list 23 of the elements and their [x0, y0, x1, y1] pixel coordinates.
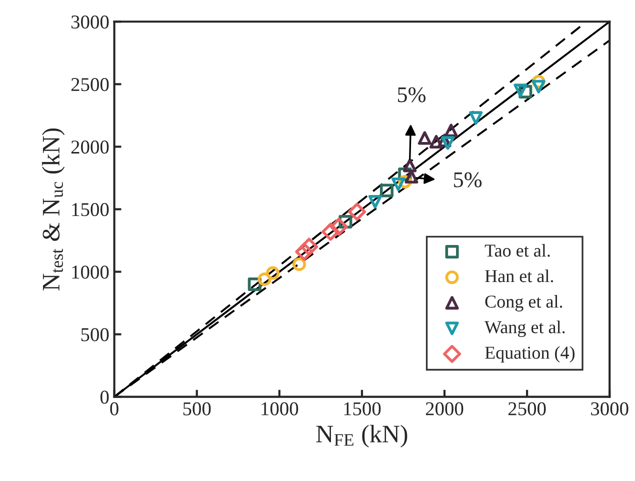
y-tick-label: 2000 [71, 140, 109, 154]
legend-label: Tao et al. [484, 244, 550, 257]
x-axis-title: N$_{FE}$ (kN) [316, 424, 408, 448]
x-tick-label: 1000 [262, 402, 298, 416]
legend-label: Han et al. [485, 270, 554, 282]
y-tick-label: 0 [100, 390, 109, 404]
y-tick-label: 1000 [72, 266, 109, 279]
x-tick-label: 0 [110, 402, 118, 416]
y-tick-label: 3000 [71, 15, 109, 29]
y-tick-label: 1500 [72, 203, 109, 216]
annotation: 5% [398, 87, 426, 102]
legend-label: Cong et al. [485, 295, 562, 312]
x-tick-label: 1500 [344, 402, 381, 416]
legend-label: Wang et al. [484, 320, 565, 338]
x-tick-label: 500 [183, 402, 211, 416]
legend-label: Equation (4) [485, 346, 575, 363]
y-tick-label: 2500 [71, 78, 109, 92]
x-tick-label: 2500 [508, 402, 546, 416]
annotation: 5% [454, 172, 482, 188]
x-tick-label: 3000 [591, 402, 628, 416]
y-tick-label: 500 [81, 328, 109, 342]
y-axis-title: N$_{test}$ & N$_{uc}$ (kN) [42, 128, 65, 291]
x-tick-label: 2000 [426, 402, 464, 416]
